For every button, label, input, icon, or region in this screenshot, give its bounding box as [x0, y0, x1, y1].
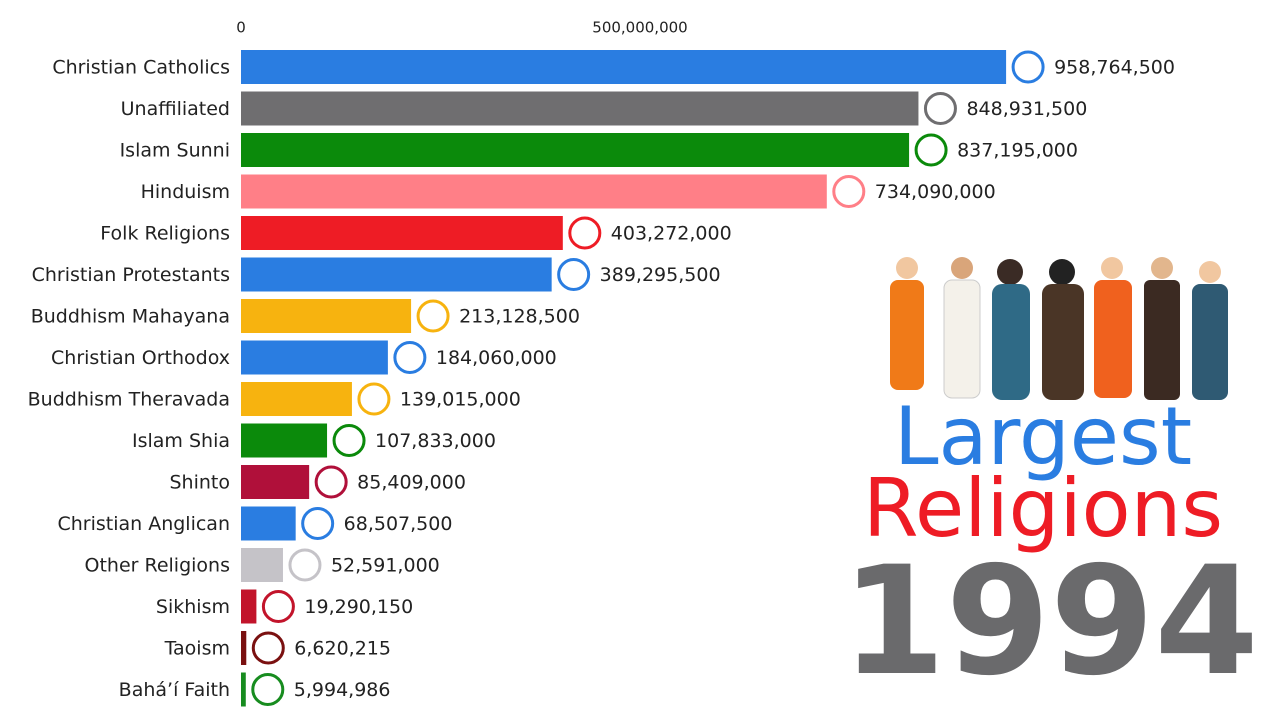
category-label: Unaffiliated	[121, 98, 230, 120]
category-label: Islam Sunni	[120, 140, 230, 162]
value-label: 68,507,500	[344, 513, 453, 535]
religion-icon	[251, 631, 285, 665]
religion-icon	[568, 216, 602, 250]
value-label: 958,764,500	[1054, 57, 1175, 79]
religion-icon	[288, 548, 322, 582]
value-label: 52,591,000	[331, 555, 440, 577]
religion-icon	[923, 92, 957, 125]
value-label: 19,290,150	[304, 596, 413, 618]
bar	[241, 340, 388, 375]
bar	[241, 631, 247, 665]
category-label: Shinto	[170, 472, 231, 494]
category-label: Bahá’í Faith	[119, 679, 230, 701]
category-label: Buddhism Mahayana	[31, 306, 230, 328]
x-tick-label: 0	[236, 19, 246, 37]
religion-icon	[261, 590, 295, 623]
category-label: Other Religions	[85, 555, 231, 577]
bar	[241, 91, 919, 126]
value-label: 837,195,000	[957, 140, 1078, 162]
religion-icon	[914, 133, 948, 167]
value-label: 5,994,986	[294, 679, 391, 701]
value-label: 184,060,000	[436, 347, 557, 369]
value-label: 139,015,000	[400, 389, 521, 411]
category-label: Islam Shia	[132, 430, 230, 452]
year-label: 1994	[841, 535, 1258, 709]
bar	[241, 216, 563, 250]
bar	[241, 465, 310, 499]
value-label: 734,090,000	[875, 181, 996, 203]
bar	[241, 50, 1007, 84]
category-label: Taoism	[164, 638, 230, 660]
category-label: Christian Orthodox	[51, 347, 230, 369]
category-label: Christian Anglican	[57, 513, 230, 535]
religion-icon	[251, 673, 285, 706]
religion-icon	[393, 341, 427, 374]
value-label: 848,931,500	[966, 98, 1087, 120]
bar	[241, 423, 328, 458]
bar	[241, 174, 827, 209]
title-line: Largest	[894, 390, 1192, 483]
category-label: Christian Catholics	[52, 57, 230, 79]
religion-icon	[557, 258, 591, 291]
bar	[241, 672, 246, 707]
religion-icon	[416, 299, 450, 333]
religion-icon	[1011, 50, 1045, 84]
value-label: 107,833,000	[375, 430, 496, 452]
value-label: 389,295,500	[600, 264, 721, 286]
bar	[241, 548, 283, 582]
category-label: Sikhism	[156, 596, 230, 618]
value-label: 85,409,000	[357, 472, 466, 494]
religion-icon	[357, 382, 391, 416]
religion-icon	[314, 465, 348, 499]
people-illustration	[890, 257, 1228, 400]
value-label: 6,620,215	[294, 638, 391, 660]
religion-icon	[301, 507, 335, 540]
value-label: 213,128,500	[459, 306, 580, 328]
category-label: Hinduism	[141, 181, 230, 203]
bar	[241, 299, 412, 333]
title-line: Religions	[863, 462, 1223, 555]
bar	[241, 506, 296, 541]
bar	[241, 589, 257, 624]
category-label: Folk Religions	[100, 223, 230, 245]
religion-icon	[332, 424, 366, 457]
x-tick-label: 500,000,000	[592, 19, 687, 37]
category-label: Buddhism Theravada	[28, 389, 230, 411]
bar	[241, 257, 552, 292]
category-label: Christian Protestants	[32, 264, 230, 286]
religion-icon	[832, 175, 866, 208]
bar	[241, 382, 352, 416]
bar	[241, 133, 910, 167]
value-label: 403,272,000	[611, 223, 732, 245]
